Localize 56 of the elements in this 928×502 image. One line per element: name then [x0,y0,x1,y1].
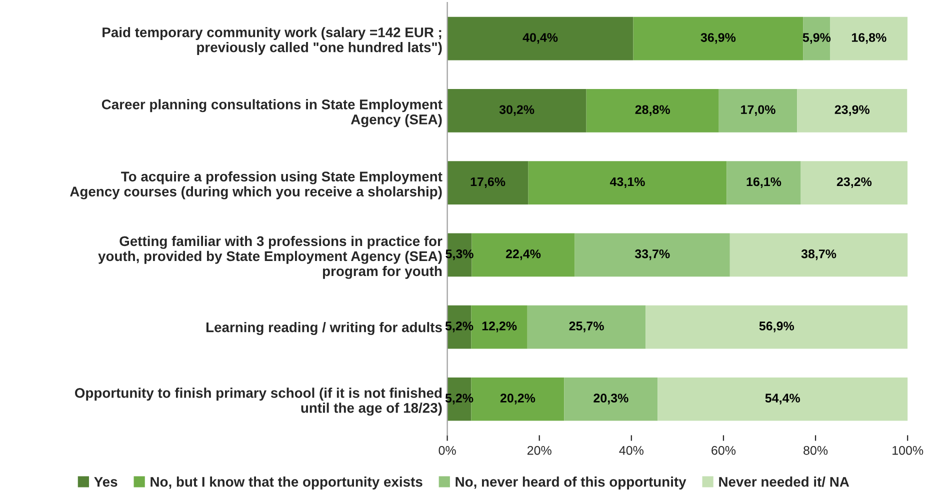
x-tick-label: 20% [527,446,552,455]
legend-label: No, but I know that the opportunity exists [150,476,422,490]
bar [528,161,727,204]
data-label: 38,7% [801,249,836,260]
bar [726,161,801,204]
bar [633,16,804,60]
data-label: 20,2% [500,394,536,404]
data-label: 17,0% [741,105,776,116]
legend-label: Yes [94,477,118,487]
data-label: 12,2% [482,322,517,332]
bar [447,16,634,60]
bar [797,89,908,132]
bar [646,305,908,349]
data-label: 28,8% [635,105,670,116]
x-tick-label: 80% [804,446,828,455]
data-label: 43,1% [610,177,645,188]
data-label: 56,9% [759,322,794,332]
legend-label: Never needed it/ NA [719,476,850,487]
bar [830,16,908,60]
y-tick-label: Getting familiar with 3 professions in practice for youth, provided by State Employment Agency (SEA) program for youth [98,236,442,279]
x-tick-label: 40% [619,446,644,455]
y-tick-label: Paid temporary community work (salary =142 EUR ; previously called "one hundred lats") [102,27,442,55]
data-label: 16,1% [746,177,782,188]
data-label: 22,4% [506,249,541,260]
data-label: 23,9% [834,105,870,116]
y-tick-label: Learning reading / writing for adults [206,322,442,336]
x-tick-label: 0% [438,446,456,455]
data-label: 54,4% [765,394,800,404]
data-label: 23,2% [836,177,872,188]
bar [730,233,908,277]
bar [574,233,730,277]
bar [472,233,575,277]
data-label: 40,4% [522,33,558,44]
data-label: 17,6% [470,177,506,188]
data-label: 25,7% [569,322,604,332]
legend-label: No, never heard of this opportunity [456,476,686,490]
bar [586,89,719,132]
x-tick-label: 100% [892,446,924,455]
y-tick-label: Career planning consultations in State Employment Agency (SEA) [102,99,442,128]
data-label: 33,7% [634,249,670,260]
bar [527,305,646,349]
bar [800,161,908,204]
y-tick-label: To acquire a profession using State Employment Agency courses (during which you receive a sholarship) [70,171,442,200]
data-label: 5,9% [802,33,831,44]
bar [447,161,528,204]
bar [803,16,830,60]
data-label: 36,9% [700,33,736,44]
bar [718,89,798,132]
bar [658,378,908,421]
x-tick-label: 60% [712,446,736,455]
bar [564,378,658,421]
y-tick-label: Opportunity to finish primary school (if it is not finished until the age of 18/23) [74,388,442,416]
data-label: 20,3% [594,394,628,404]
data-label: 16,8% [852,33,886,44]
bar [447,89,586,132]
data-label: 30,2% [499,105,534,116]
